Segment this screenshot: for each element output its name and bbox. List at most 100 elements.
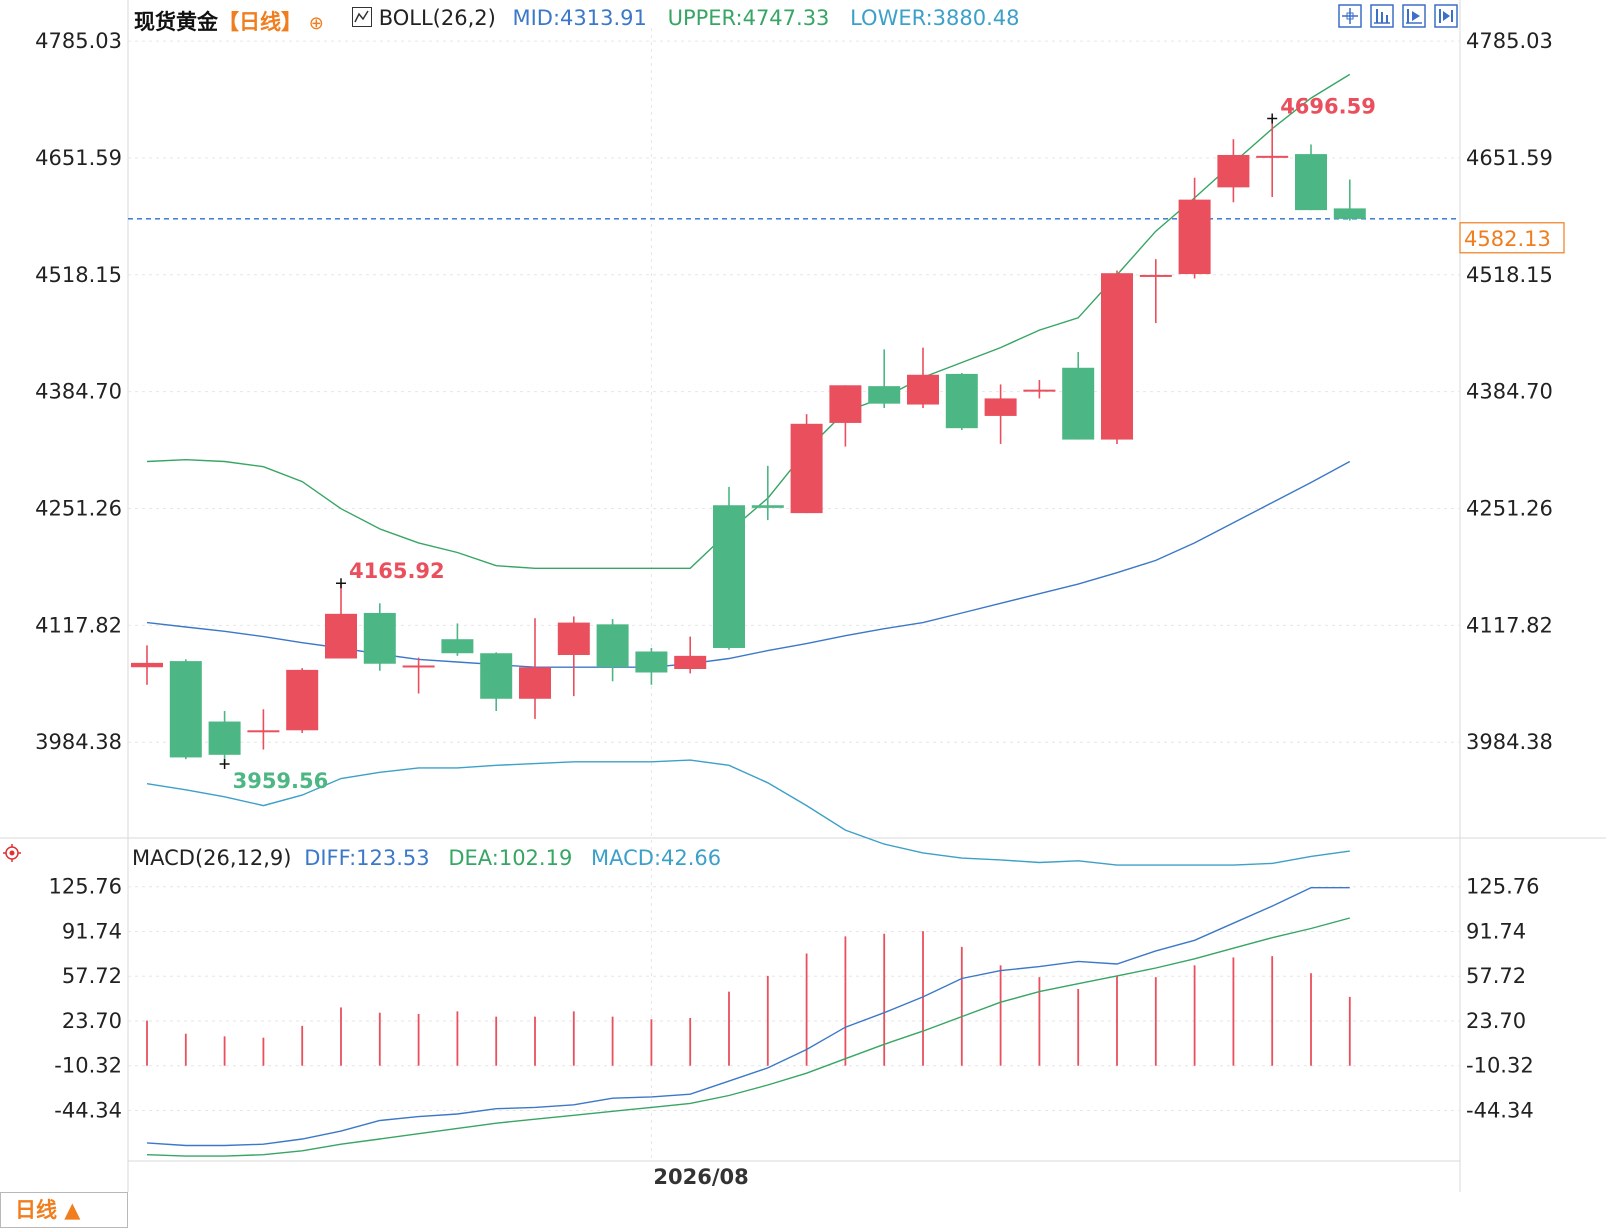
- candle: [402, 657, 435, 694]
- candle: [1178, 177, 1211, 279]
- macd-tick-right: 125.76: [1466, 875, 1539, 899]
- bar-zoom-icon[interactable]: [1370, 4, 1394, 28]
- macd-tick-right: -44.34: [1466, 1098, 1534, 1122]
- macd-tick-left: -10.32: [54, 1054, 122, 1078]
- extreme-marker: [336, 578, 346, 589]
- candle-body: [713, 505, 745, 648]
- price-tick-left: 3984.38: [35, 730, 122, 754]
- candle: [674, 636, 707, 674]
- price-tick-left: 4384.70: [35, 380, 122, 404]
- add-compare-icon[interactable]: ⊕: [308, 13, 324, 34]
- macd-histogram-value: MACD:42.66: [591, 846, 722, 870]
- candle-body: [907, 374, 939, 405]
- price-tick-right: 4651.59: [1466, 146, 1553, 170]
- price-tick-left: 4785.03: [35, 29, 122, 53]
- boll-lower-line: [146, 759, 1350, 866]
- price-tick-right: 4384.70: [1466, 380, 1553, 404]
- candle: [1295, 144, 1327, 211]
- axis-labels: 4785.03 4785.03 4651.59 4651.59 4518.15 4518.…: [35, 29, 1565, 1189]
- candle-body: [868, 386, 901, 404]
- candle: [286, 668, 319, 733]
- candle-body: [131, 662, 163, 668]
- candle-body: [1256, 155, 1289, 158]
- candle: [945, 373, 978, 430]
- macd-tick-right: 57.72: [1466, 964, 1526, 988]
- candle-body: [1178, 199, 1211, 275]
- candle: [790, 414, 823, 514]
- bollinger-bands: [146, 73, 1351, 866]
- candle: [907, 347, 939, 409]
- candle: [247, 709, 280, 750]
- price-tick-right: 3984.38: [1466, 730, 1553, 754]
- candle-body: [325, 613, 357, 659]
- candle-body: [286, 669, 319, 731]
- timeframe-button[interactable]: 日线 ▲: [0, 1192, 128, 1228]
- price-tick-right: 4251.26: [1466, 497, 1553, 521]
- candle: [325, 583, 357, 659]
- extreme-label: 3959.56: [233, 769, 329, 793]
- extreme-marker: [1267, 113, 1278, 124]
- price-tick-right: 4518.15: [1466, 263, 1553, 287]
- macd-tick-left: 91.74: [62, 919, 122, 943]
- candle: [1139, 259, 1172, 324]
- candle-body: [829, 385, 862, 423]
- play-icon[interactable]: [1402, 4, 1426, 28]
- extreme-marker: [219, 758, 230, 769]
- crosshair-icon[interactable]: [1338, 4, 1362, 28]
- current-price-label: 4582.13: [1464, 227, 1551, 251]
- candle-body: [1139, 274, 1172, 277]
- macd-dea-line: [146, 917, 1350, 1157]
- candle: [480, 652, 513, 712]
- candle-body: [790, 423, 823, 514]
- candle: [1062, 352, 1095, 440]
- price-tick-right: 4785.03: [1466, 29, 1553, 53]
- candle: [635, 647, 668, 685]
- candle-body: [674, 655, 707, 669]
- macd-tick-left: -44.34: [54, 1098, 122, 1122]
- period-tag[interactable]: 【日线】: [218, 10, 302, 34]
- grid: [0, 0, 1606, 1192]
- boll-indicator-name[interactable]: BOLL(26,2): [378, 6, 496, 30]
- macd-tick-right: 91.74: [1466, 919, 1526, 943]
- candle-body: [402, 665, 435, 668]
- candle-body: [441, 639, 474, 654]
- candle-body: [984, 398, 1017, 416]
- extreme-label: 4165.92: [349, 559, 445, 583]
- candle: [751, 465, 784, 521]
- x-tick-label: 2026/08: [653, 1165, 748, 1189]
- candle-body: [1023, 389, 1056, 392]
- candle: [1023, 380, 1056, 399]
- candle-body: [557, 622, 590, 655]
- skip-end-icon[interactable]: [1434, 4, 1458, 28]
- candle: [713, 486, 745, 650]
- candle-body: [208, 721, 241, 755]
- candle: [557, 616, 590, 697]
- candle: [984, 384, 1017, 444]
- price-tick-left: 4518.15: [35, 263, 122, 287]
- candle-body: [1217, 154, 1250, 188]
- candlesticks[interactable]: [131, 118, 1366, 764]
- candle: [131, 645, 163, 685]
- price-tick-left: 4117.82: [35, 613, 122, 637]
- macd-panel: [146, 887, 1351, 1157]
- macd-diff-value: DIFF:123.53: [304, 846, 430, 870]
- macd-settings-icon[interactable]: [2, 843, 22, 863]
- macd-dea-value: DEA:102.19: [448, 846, 573, 870]
- macd-tick-left: 57.72: [62, 964, 122, 988]
- candle-body: [169, 661, 202, 758]
- candle-body: [635, 651, 668, 673]
- candle-body: [1101, 273, 1133, 440]
- candle: [441, 623, 474, 656]
- boll-mid-value: MID:4313.91: [512, 6, 647, 30]
- candle-body: [1295, 154, 1327, 211]
- macd-indicator-name[interactable]: MACD(26,12,9): [132, 846, 292, 870]
- candle: [169, 659, 202, 760]
- boll-lower-value: LOWER:3880.48: [850, 6, 1020, 30]
- indicator-chart-icon[interactable]: [352, 7, 372, 27]
- price-tick-left: 4651.59: [35, 146, 122, 170]
- macd-tick-left: 125.76: [49, 875, 122, 899]
- current-price-badge: [1459, 222, 1565, 254]
- candle-body: [480, 653, 513, 699]
- candle: [1333, 179, 1366, 221]
